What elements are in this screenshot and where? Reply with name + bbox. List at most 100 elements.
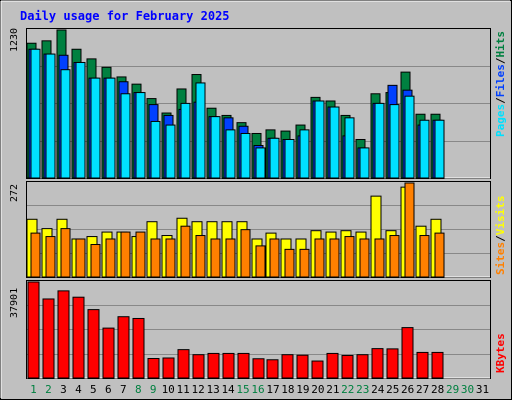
max-label-kbytes: 37901	[9, 288, 20, 318]
bar-sites-day-23	[359, 238, 370, 278]
bar-pages-day-17	[269, 137, 280, 179]
bar-sites-day-21	[329, 238, 340, 278]
bar-sites-day-28	[434, 232, 445, 278]
day-label-17: 17	[266, 383, 279, 396]
bar-sites-day-6	[105, 238, 116, 278]
legend-sites: Sites	[494, 242, 507, 275]
bar-kbytes-day-8	[132, 317, 145, 379]
bar-sites-day-15	[240, 229, 251, 278]
day-label-1: 1	[30, 383, 37, 396]
bar-sites-day-24	[374, 238, 385, 278]
day-label-23: 23	[356, 383, 369, 396]
bar-kbytes-day-17	[266, 359, 279, 379]
day-label-2: 2	[45, 383, 52, 396]
bar-kbytes-day-11	[177, 349, 190, 379]
legend-pages: Pages	[494, 104, 507, 137]
bar-kbytes-day-13	[207, 352, 220, 379]
legend-hits: Hits	[494, 31, 507, 58]
bar-sites-day-14	[225, 238, 236, 278]
bar-pages-day-12	[195, 82, 206, 179]
day-label-10: 10	[162, 383, 175, 396]
bar-kbytes-day-15	[237, 352, 250, 379]
bar-pages-day-23	[359, 147, 370, 179]
bar-pages-day-21	[329, 106, 340, 179]
day-label-27: 27	[416, 383, 429, 396]
day-label-20: 20	[311, 383, 324, 396]
bar-pages-day-16	[255, 147, 266, 179]
bar-kbytes-day-24	[371, 348, 384, 379]
bar-kbytes-day-19	[296, 354, 309, 379]
bar-pages-day-14	[225, 129, 236, 179]
bar-kbytes-day-25	[386, 348, 399, 379]
bar-pages-day-4	[75, 61, 86, 179]
day-label-7: 7	[120, 383, 127, 396]
day-label-30: 30	[461, 383, 474, 396]
bar-kbytes-day-20	[311, 360, 324, 379]
bar-pages-day-11	[180, 102, 191, 179]
bar-kbytes-day-18	[281, 354, 294, 379]
bar-pages-day-19	[299, 129, 310, 179]
day-label-15: 15	[236, 383, 249, 396]
legend-hits-files-pages: Pages/Files/Hits	[494, 31, 507, 137]
bar-sites-day-25	[389, 235, 400, 278]
bar-sites-day-12	[195, 235, 206, 278]
day-label-18: 18	[281, 383, 294, 396]
day-label-5: 5	[90, 383, 97, 396]
bar-pages-day-25	[389, 104, 400, 179]
bar-sites-day-4	[75, 238, 86, 278]
day-label-26: 26	[401, 383, 414, 396]
bar-kbytes-day-21	[326, 352, 339, 379]
day-label-31: 31	[476, 383, 489, 396]
bar-sites-day-17	[269, 238, 280, 278]
bar-pages-day-27	[419, 119, 430, 179]
legend-visits-sites: Sites/Visits	[494, 196, 507, 276]
bar-sites-day-3	[60, 228, 71, 278]
bar-sites-day-26	[404, 182, 415, 278]
day-label-25: 25	[386, 383, 399, 396]
legend-visits: Visits	[494, 196, 507, 236]
day-label-28: 28	[431, 383, 444, 396]
bar-sites-day-10	[165, 238, 176, 278]
day-label-3: 3	[60, 383, 67, 396]
bar-sites-day-2	[45, 236, 56, 278]
day-label-29: 29	[446, 383, 459, 396]
day-label-14: 14	[221, 383, 235, 396]
day-label-4: 4	[75, 383, 82, 396]
panel-hits-files-pages	[26, 28, 491, 179]
day-label-16: 16	[251, 383, 264, 396]
bar-pages-day-3	[60, 69, 71, 179]
legend-files: Files	[494, 64, 507, 97]
bar-sites-day-22	[344, 236, 355, 278]
bar-pages-day-20	[314, 100, 325, 179]
bar-pages-day-9	[150, 120, 161, 179]
bar-kbytes-day-5	[87, 309, 100, 379]
bar-sites-day-27	[419, 235, 430, 278]
bar-kbytes-day-2	[42, 298, 55, 379]
bar-sites-day-13	[210, 238, 221, 278]
day-label-9: 9	[150, 383, 157, 396]
bar-pages-day-18	[284, 138, 295, 179]
bar-kbytes-day-16	[252, 358, 265, 379]
bar-pages-day-22	[344, 117, 355, 179]
bar-sites-day-20	[314, 238, 325, 278]
legend-separator: /	[494, 57, 507, 64]
day-label-21: 21	[326, 383, 339, 396]
bar-kbytes-day-3	[57, 290, 70, 379]
bar-sites-day-7	[120, 231, 131, 278]
bar-pages-day-1	[30, 48, 41, 179]
bar-kbytes-day-9	[147, 357, 160, 379]
bar-kbytes-day-26	[401, 327, 414, 379]
bar-pages-day-5	[90, 77, 101, 179]
chart-title: Daily usage for February 2025	[20, 9, 230, 23]
bar-sites-day-9	[150, 238, 161, 278]
day-label-19: 19	[296, 383, 309, 396]
bar-pages-day-8	[135, 92, 146, 179]
day-label-24: 24	[371, 383, 385, 396]
bar-sites-day-19	[299, 248, 310, 278]
bar-kbytes-day-6	[102, 327, 115, 379]
day-label-6: 6	[105, 383, 112, 396]
bar-pages-day-13	[210, 116, 221, 179]
legend-kbytes: KBytes	[494, 333, 507, 373]
max-label-visits: 272	[9, 184, 20, 202]
bar-sites-day-5	[90, 244, 101, 278]
